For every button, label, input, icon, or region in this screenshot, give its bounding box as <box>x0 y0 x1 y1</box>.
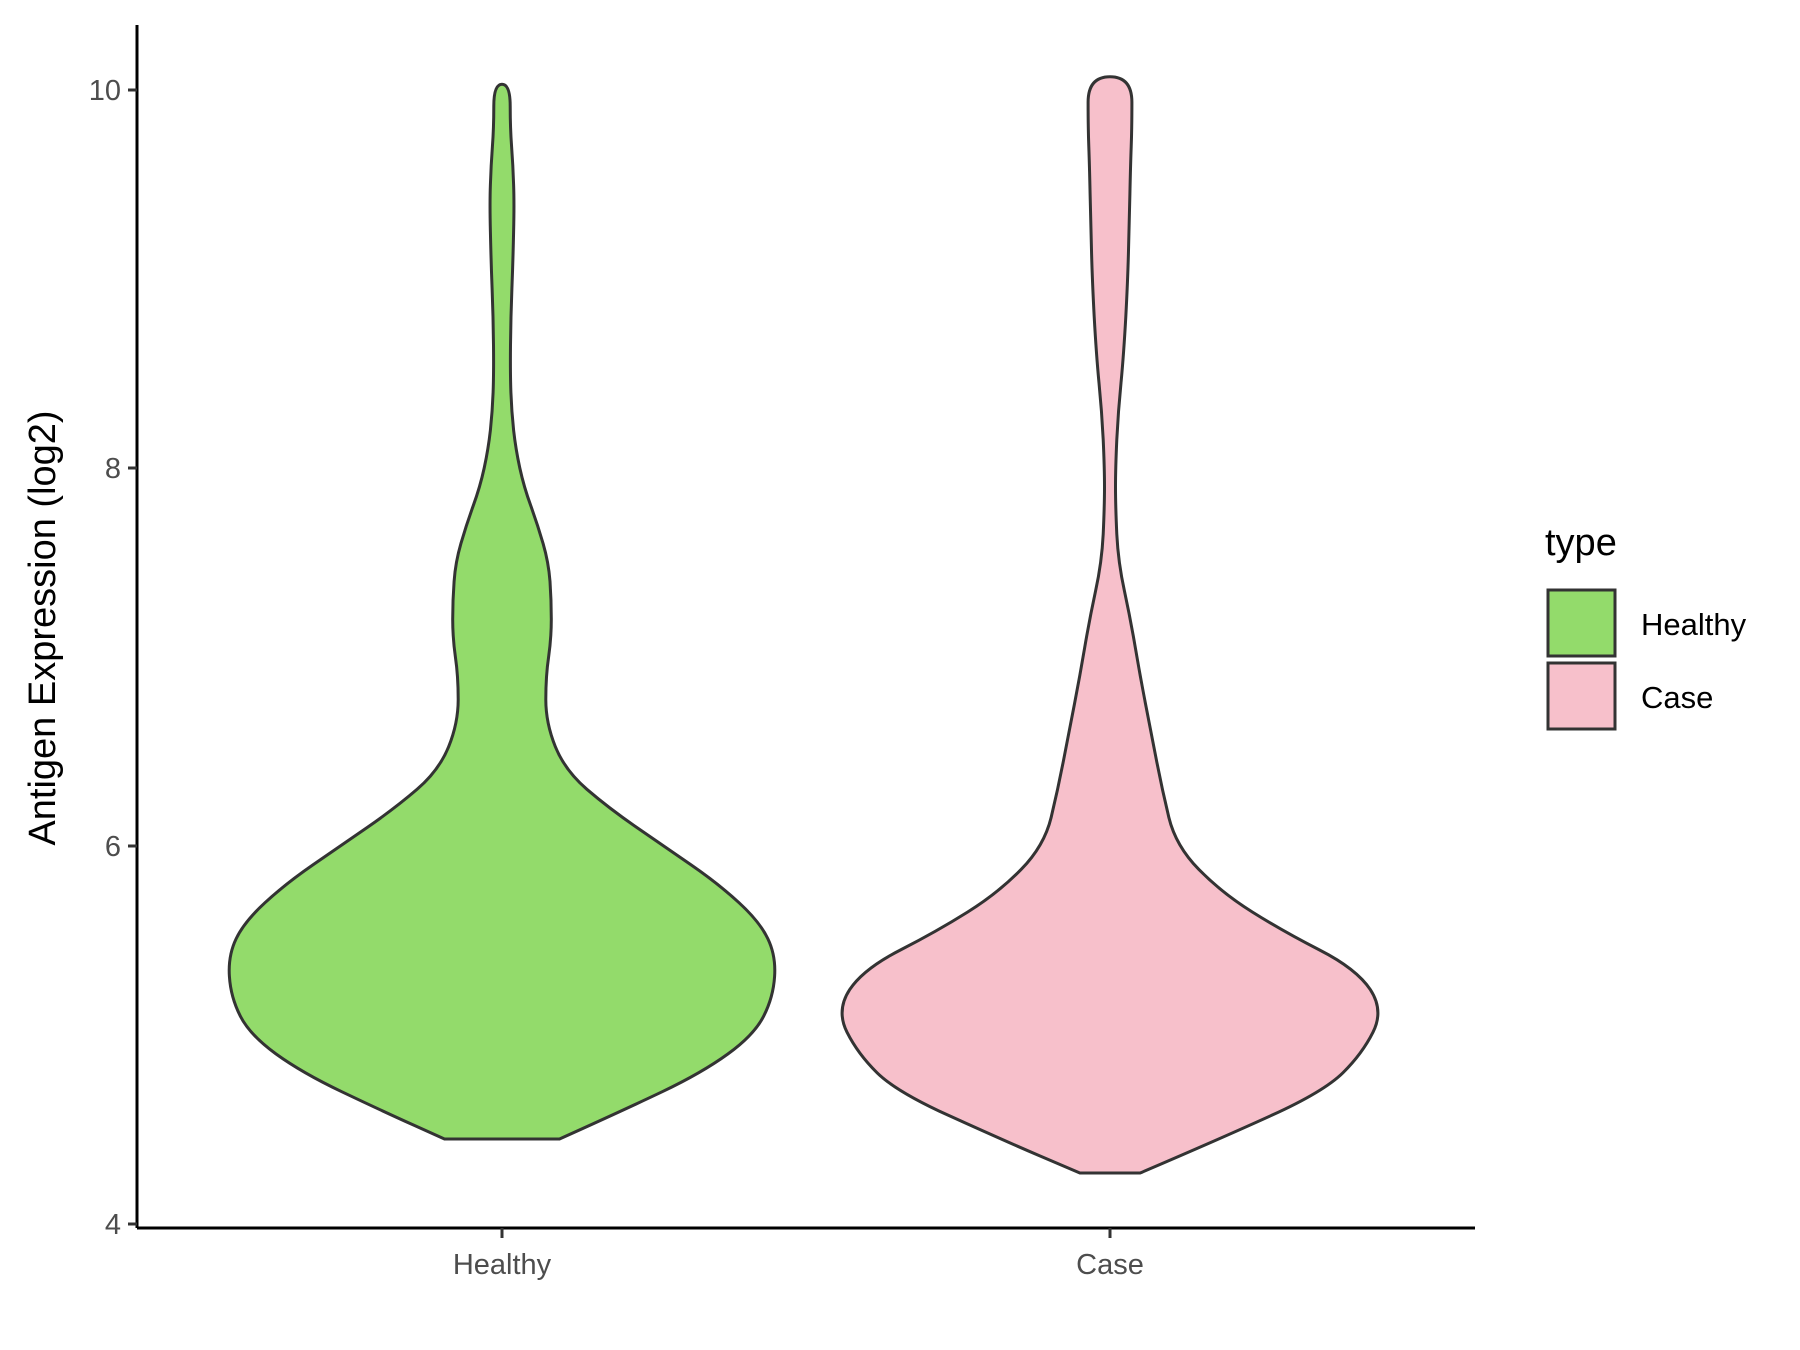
y-tick-label: 6 <box>105 831 121 863</box>
violin-layer <box>227 75 1380 1175</box>
y-tick-label: 4 <box>105 1209 121 1241</box>
legend-swatch-case <box>1546 661 1617 731</box>
legend-swatch-healthy <box>1546 588 1617 658</box>
axes: 4 6 8 10 Healthy Case <box>89 25 1475 1281</box>
y-axis-title: Antigen Expression (log2) <box>22 410 64 845</box>
y-tick-label: 8 <box>105 453 121 485</box>
legend-label-case: Case <box>1641 680 1713 715</box>
violin-healthy <box>227 82 777 1141</box>
legend-label-healthy: Healthy <box>1641 607 1747 642</box>
legend-title: type <box>1545 522 1617 564</box>
y-tick-label: 10 <box>89 75 121 107</box>
violin-case <box>840 75 1380 1175</box>
legend: type Healthy Case <box>1545 522 1747 731</box>
x-tick-label: Healthy <box>453 1249 552 1281</box>
x-tick-label: Case <box>1076 1249 1144 1281</box>
